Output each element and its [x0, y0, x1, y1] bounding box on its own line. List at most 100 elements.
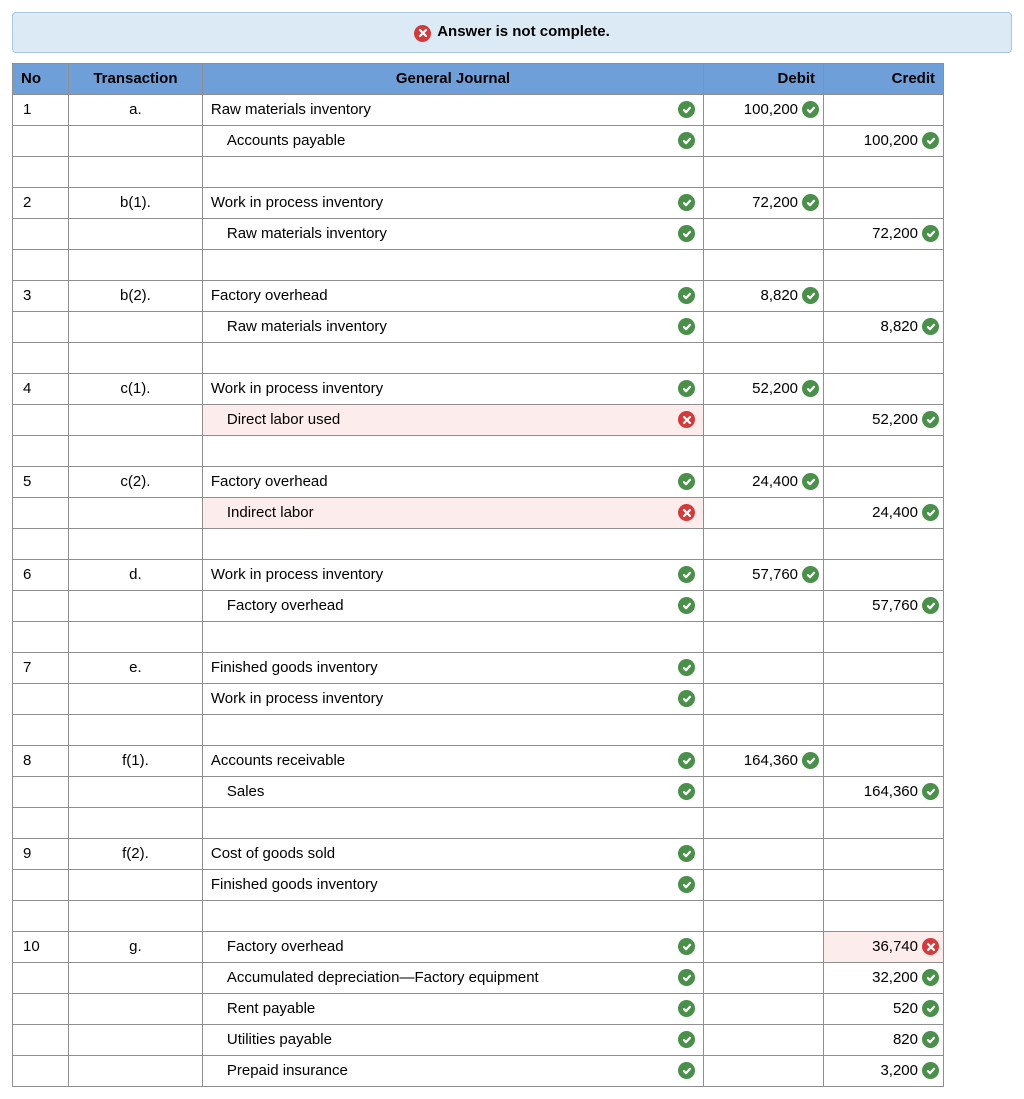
cell-credit[interactable] [824, 435, 944, 466]
cell-general-journal[interactable]: Cost of goods sold [202, 838, 703, 869]
cell-debit[interactable] [704, 590, 824, 621]
cell-debit[interactable] [704, 900, 824, 931]
cell-debit[interactable] [704, 683, 824, 714]
cell-general-journal[interactable] [202, 342, 703, 373]
cell-general-journal[interactable]: Accumulated depreciation—Factory equipme… [202, 962, 703, 993]
cell-credit[interactable] [824, 869, 944, 900]
cell-general-journal[interactable]: Factory overhead [202, 280, 703, 311]
cell-credit[interactable]: 32,200 [824, 962, 944, 993]
cell-general-journal[interactable]: Finished goods inventory [202, 652, 703, 683]
cell-credit[interactable] [824, 683, 944, 714]
cell-general-journal[interactable]: Indirect labor [202, 497, 703, 528]
cell-credit[interactable] [824, 249, 944, 280]
cell-credit[interactable]: 24,400 [824, 497, 944, 528]
cell-credit[interactable]: 3,200 [824, 1055, 944, 1086]
cell-credit[interactable] [824, 807, 944, 838]
cell-debit[interactable] [704, 652, 824, 683]
cell-general-journal[interactable]: Prepaid insurance [202, 1055, 703, 1086]
cell-credit[interactable] [824, 187, 944, 218]
cell-credit[interactable]: 52,200 [824, 404, 944, 435]
cell-general-journal[interactable]: Raw materials inventory [202, 311, 703, 342]
cell-credit[interactable]: 8,820 [824, 311, 944, 342]
cell-transaction [68, 435, 202, 466]
cell-general-journal[interactable]: Work in process inventory [202, 559, 703, 590]
cell-credit[interactable] [824, 714, 944, 745]
cell-credit[interactable] [824, 621, 944, 652]
cell-credit[interactable] [824, 342, 944, 373]
cell-debit[interactable] [704, 838, 824, 869]
cell-debit[interactable] [704, 156, 824, 187]
cell-debit[interactable] [704, 776, 824, 807]
cell-debit[interactable] [704, 993, 824, 1024]
cell-general-journal[interactable] [202, 807, 703, 838]
cell-debit[interactable]: 8,820 [704, 280, 824, 311]
cell-general-journal[interactable] [202, 435, 703, 466]
cell-general-journal[interactable]: Utilities payable [202, 1024, 703, 1055]
cell-credit[interactable] [824, 559, 944, 590]
cell-debit[interactable] [704, 497, 824, 528]
cell-general-journal[interactable]: Work in process inventory [202, 683, 703, 714]
cell-general-journal[interactable]: Accounts payable [202, 125, 703, 156]
cell-general-journal[interactable] [202, 156, 703, 187]
cell-credit[interactable]: 36,740 [824, 931, 944, 962]
cell-debit[interactable] [704, 342, 824, 373]
cell-general-journal[interactable]: Raw materials inventory [202, 218, 703, 249]
cell-debit[interactable] [704, 1024, 824, 1055]
cell-debit[interactable] [704, 807, 824, 838]
cell-credit[interactable]: 820 [824, 1024, 944, 1055]
cell-debit[interactable] [704, 218, 824, 249]
cell-credit[interactable] [824, 280, 944, 311]
cell-credit[interactable]: 100,200 [824, 125, 944, 156]
cell-debit[interactable] [704, 1055, 824, 1086]
cell-debit[interactable] [704, 714, 824, 745]
cell-debit[interactable] [704, 435, 824, 466]
cell-general-journal[interactable]: Finished goods inventory [202, 869, 703, 900]
cell-credit[interactable] [824, 745, 944, 776]
cell-credit[interactable] [824, 466, 944, 497]
cell-credit[interactable] [824, 652, 944, 683]
cell-debit[interactable] [704, 249, 824, 280]
cell-debit[interactable]: 164,360 [704, 745, 824, 776]
cell-debit[interactable] [704, 311, 824, 342]
cell-credit[interactable]: 57,760 [824, 590, 944, 621]
cell-credit[interactable] [824, 900, 944, 931]
cell-general-journal[interactable]: Direct labor used [202, 404, 703, 435]
cell-general-journal[interactable] [202, 621, 703, 652]
cell-general-journal[interactable]: Factory overhead [202, 466, 703, 497]
cell-debit[interactable] [704, 931, 824, 962]
cell-credit[interactable] [824, 373, 944, 404]
cell-general-journal[interactable]: Accounts receivable [202, 745, 703, 776]
cell-general-journal[interactable]: Factory overhead [202, 931, 703, 962]
cell-debit[interactable]: 72,200 [704, 187, 824, 218]
cell-general-journal[interactable]: Work in process inventory [202, 187, 703, 218]
cell-general-journal[interactable]: Rent payable [202, 993, 703, 1024]
cell-general-journal[interactable] [202, 249, 703, 280]
cell-credit[interactable] [824, 156, 944, 187]
cell-debit[interactable] [704, 528, 824, 559]
cell-general-journal[interactable]: Factory overhead [202, 590, 703, 621]
cell-debit[interactable] [704, 404, 824, 435]
cell-debit[interactable] [704, 125, 824, 156]
cell-general-journal[interactable] [202, 714, 703, 745]
cell-general-journal[interactable]: Work in process inventory [202, 373, 703, 404]
cell-debit[interactable]: 52,200 [704, 373, 824, 404]
cell-credit[interactable]: 164,360 [824, 776, 944, 807]
cell-debit[interactable] [704, 621, 824, 652]
cell-transaction: b(2). [68, 280, 202, 311]
credit-value: 8,820 [880, 318, 918, 335]
cell-credit[interactable] [824, 94, 944, 125]
credit-value: 520 [893, 1000, 918, 1017]
cell-debit[interactable]: 24,400 [704, 466, 824, 497]
cell-debit[interactable]: 57,760 [704, 559, 824, 590]
cell-credit[interactable] [824, 838, 944, 869]
cell-general-journal[interactable] [202, 900, 703, 931]
cell-general-journal[interactable]: Raw materials inventory [202, 94, 703, 125]
cell-general-journal[interactable]: Sales [202, 776, 703, 807]
cell-credit[interactable]: 520 [824, 993, 944, 1024]
cell-credit[interactable]: 72,200 [824, 218, 944, 249]
cell-credit[interactable] [824, 528, 944, 559]
cell-general-journal[interactable] [202, 528, 703, 559]
cell-debit[interactable] [704, 962, 824, 993]
cell-debit[interactable] [704, 869, 824, 900]
cell-debit[interactable]: 100,200 [704, 94, 824, 125]
